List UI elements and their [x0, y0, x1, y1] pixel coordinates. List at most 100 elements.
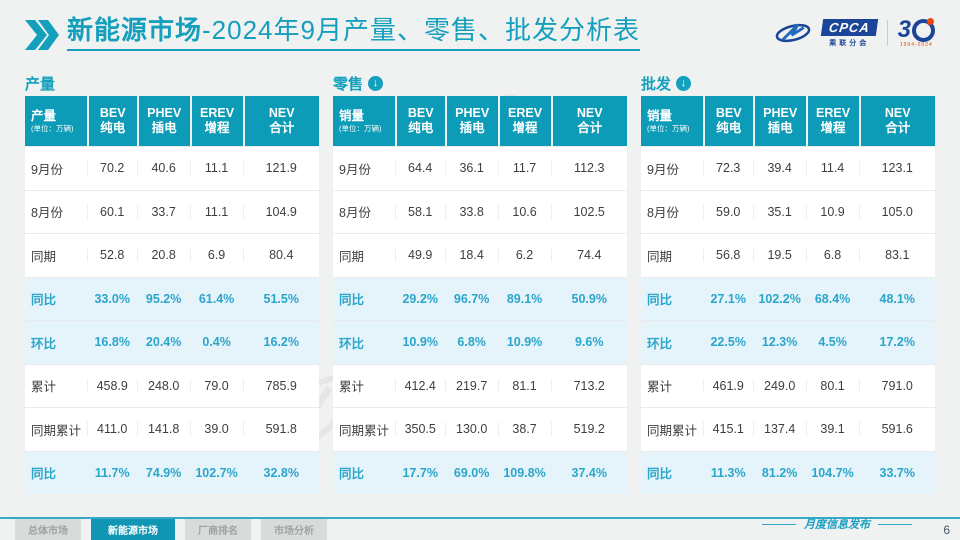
cell-value: 6.9 [189, 248, 243, 263]
table-row: 同期累计 350.5 130.0 38.7 519.2 [333, 407, 627, 451]
column-header: EREV 增程 [189, 96, 243, 146]
table-section-批发: 批发 ↓ 销量 (单位：万辆) BEV 纯电 PHEV 插电 EREV 增程 NEV 合计 9月份 72.… [641, 70, 935, 494]
publish-line-right [878, 523, 912, 525]
table-row: 8月份 59.0 35.1 10.9 105.0 [641, 189, 935, 233]
row-label: 9月份 [339, 162, 371, 177]
table-row: 环比 10.9% 6.8% 10.9% 9.6% [333, 320, 627, 364]
slide-header: 新能源市场-2024年9月产量、零售、批发分析表 CPCA 乘联分会 3 199… [25, 14, 935, 64]
cell-value: 80.1 [805, 378, 859, 393]
cell-value: 79.0 [189, 378, 243, 393]
cell-value: 9.6% [550, 335, 627, 350]
cell-value: 11.1 [189, 161, 243, 176]
cell-value: 6.2 [497, 248, 551, 263]
cell-value: 32.8% [242, 465, 319, 480]
table-header-unit-title: 销量 [647, 108, 673, 123]
data-table: 产量 (单位：万辆) BEV 纯电 PHEV 插电 EREV 增程 NEV 合计 9月份 70.2 40… [25, 96, 319, 494]
row-label: 同比 [647, 467, 673, 482]
column-header-line2: 插电 [459, 121, 485, 135]
column-header-line1: EREV [200, 106, 235, 120]
cell-value: 52.8 [86, 248, 137, 263]
cell-value: 61.4% [189, 291, 243, 306]
cell-value: 58.1 [394, 204, 445, 219]
column-header-line1: BEV [715, 106, 742, 120]
tab-厂商排名[interactable]: 厂商排名 [185, 519, 251, 540]
column-header-line1: NEV [576, 106, 603, 120]
cell-value: 56.8 [702, 248, 753, 263]
cell-value: 415.1 [702, 422, 753, 437]
cell-value: 11.3% [702, 465, 753, 480]
cell-value: 72.3 [702, 161, 753, 176]
row-label: 同期 [31, 249, 57, 264]
row-label: 同比 [31, 293, 57, 308]
cell-value: 104.7% [805, 465, 859, 480]
cell-value: 80.4 [242, 248, 319, 263]
table-row: 同期 49.9 18.4 6.2 74.4 [333, 233, 627, 277]
table-header-unit-title: 销量 [339, 108, 365, 123]
cell-value: 141.8 [136, 422, 190, 437]
column-header-line2: 纯电 [408, 121, 434, 135]
table-row: 同期累计 411.0 141.8 39.0 591.8 [25, 407, 319, 451]
column-header-line2: 增程 [512, 121, 538, 135]
logo-divider [886, 20, 888, 46]
tab-总体市场[interactable]: 总体市场 [15, 519, 81, 540]
cell-value: 121.9 [242, 161, 319, 176]
data-table: 销量 (单位：万辆) BEV 纯电 PHEV 插电 EREV 增程 NEV 合计 9月份 64.4 36… [333, 96, 627, 494]
table-section-产量: 产量 产量 (单位：万辆) BEV 纯电 PHEV 插电 EREV 增程 NEV 合计 9月份 70.2… [25, 70, 319, 494]
logo-group: CPCA 乘联分会 3 1994-2024 [774, 17, 935, 48]
cell-value: 20.4% [136, 335, 190, 350]
column-header: BEV 纯电 [702, 96, 753, 146]
cell-value: 18.4 [444, 248, 498, 263]
cell-value: 713.2 [550, 378, 627, 393]
cell-value: 11.4 [805, 161, 859, 176]
down-arrow-icon: ↓ [676, 75, 692, 91]
cell-value: 33.7% [858, 465, 935, 480]
table-header-row: 销量 (单位：万辆) BEV 纯电 PHEV 插电 EREV 增程 NEV 合计 [641, 96, 935, 146]
double-chevron-icon [25, 20, 59, 55]
table-row: 环比 16.8% 20.4% 0.4% 16.2% [25, 320, 319, 364]
cell-value: 81.2% [752, 465, 806, 480]
column-header-line1: EREV [508, 106, 543, 120]
cell-value: 33.7 [136, 204, 190, 219]
table-row: 累计 458.9 248.0 79.0 785.9 [25, 363, 319, 407]
column-header-line1: PHEV [147, 106, 182, 120]
cell-value: 96.7% [444, 291, 498, 306]
table-header-unit-cell: 销量 (单位：万辆) [333, 96, 395, 146]
table-row: 同期累计 415.1 137.4 39.1 591.6 [641, 407, 935, 451]
publish-label-group: 月度信息发布 [762, 516, 912, 532]
cell-value: 37.4% [550, 465, 627, 480]
cpca-logo-text: CPCA [820, 18, 878, 36]
cell-value: 10.9% [394, 335, 445, 350]
table-header-unit-cell: 销量 (单位：万辆) [641, 96, 703, 146]
row-label: 累计 [31, 380, 57, 395]
cell-value: 39.0 [189, 422, 243, 437]
cpca-logo-subtext: 乘联分会 [829, 39, 870, 47]
publish-line-left [762, 523, 796, 525]
cell-value: 40.6 [136, 161, 190, 176]
row-label: 环比 [31, 336, 57, 351]
table-section-零售: 零售 ↓ 销量 (单位：万辆) BEV 纯电 PHEV 插电 EREV 增程 NEV 合计 9月份 64.… [333, 70, 627, 494]
cell-value: 68.4% [805, 291, 859, 306]
row-label: 同期累计 [339, 423, 390, 438]
tab-新能源市场[interactable]: 新能源市场 [91, 519, 175, 540]
table-header-unit-sub: (单位：万辆) [647, 123, 690, 133]
column-header-line1: BEV [99, 106, 126, 120]
cpca-swoosh-icon [775, 23, 811, 43]
row-label: 累计 [339, 380, 365, 395]
cell-value: 74.4 [550, 248, 627, 263]
tab-市场分析[interactable]: 市场分析 [261, 519, 327, 540]
section-title-label: 零售 [333, 75, 364, 93]
cell-value: 249.0 [752, 378, 806, 393]
cell-value: 104.9 [242, 204, 319, 219]
table-row: 同比 27.1% 102.2% 68.4% 48.1% [641, 276, 935, 320]
cell-value: 123.1 [858, 161, 935, 176]
cell-value: 69.0% [444, 465, 498, 480]
cell-value: 10.9 [805, 204, 859, 219]
cell-value: 17.2% [858, 335, 935, 350]
anniversary-zero-icon [912, 17, 935, 42]
cell-value: 11.7 [497, 161, 551, 176]
page-title: 新能源市场-2024年9月产量、零售、批发分析表 [67, 14, 640, 51]
tables-row: 产量 产量 (单位：万辆) BEV 纯电 PHEV 插电 EREV 增程 NEV 合计 9月份 70.2… [25, 70, 935, 494]
cell-value: 4.5% [805, 335, 859, 350]
cell-value: 12.3% [752, 335, 806, 350]
cell-value: 35.1 [752, 204, 806, 219]
